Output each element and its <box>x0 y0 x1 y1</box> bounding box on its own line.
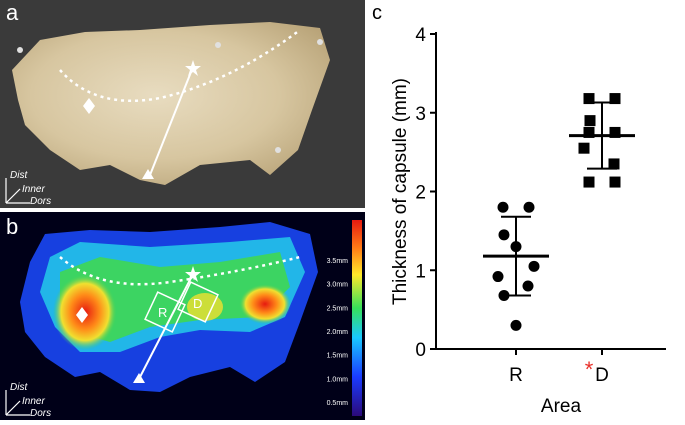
triangle-marker <box>142 169 154 179</box>
y-tick-label: 3 <box>415 104 426 125</box>
compass-inner-label: Inner <box>22 184 45 195</box>
compass-dist-label: Dist <box>10 170 28 181</box>
heatmap-panel: R D Dist Inner Dors 3.5mm 3.0mm 2.5mm 2.0mm… <box>0 212 365 420</box>
x-tick-label: D <box>595 365 609 386</box>
compass-inner-label: Inner <box>22 396 45 407</box>
colorbar-tick-labels: 3.5mm 3.0mm 2.5mm 2.0mm 1.5mm 1.0mm 0.5mm <box>327 258 349 407</box>
y-tick-label: 1 <box>415 261 426 282</box>
panel-letter-a: a <box>6 0 19 25</box>
dotted-boundary <box>59 28 301 102</box>
diamond-marker <box>83 98 95 114</box>
tissue-photo: Dist Inner Dors <box>5 22 330 207</box>
data-point-circle <box>510 241 522 253</box>
data-point-square <box>609 176 621 188</box>
data-point-square <box>583 176 595 188</box>
compass-dist-label: Dist <box>10 382 28 393</box>
data-point-circle <box>498 289 510 301</box>
data-point-circle <box>497 201 509 213</box>
data-point-square <box>578 142 590 154</box>
data-point-square <box>583 126 595 138</box>
data-point-square <box>608 158 620 170</box>
data-point-circle <box>492 271 504 283</box>
significance-marker: * <box>585 357 594 382</box>
data-point-square <box>609 126 621 138</box>
colorbar <box>352 220 362 416</box>
data-point-circle <box>498 229 510 241</box>
colorbar-tick-label: 0.5mm <box>327 400 349 407</box>
data-point-square <box>584 115 596 127</box>
data-point-circle <box>528 260 540 272</box>
colorbar-tick-label: 2.5mm <box>327 305 349 312</box>
colorbar-tick-label: 2.0mm <box>327 329 349 336</box>
compass-dors-label: Dors <box>30 196 51 207</box>
data-point-circle <box>522 280 534 292</box>
thickness-scatter-chart: 0 1 2 3 4 R D*Area Thickness of capsule (mm) <box>390 25 666 417</box>
y-tick-label: 0 <box>415 340 426 361</box>
star-marker <box>185 266 201 282</box>
diamond-marker <box>76 307 88 323</box>
region-d-label: D <box>193 296 202 311</box>
thickness-heatmap: R D Dist Inner Dors 3.5mm 3.0mm 2.5mm 2.0mm… <box>5 220 362 419</box>
panel-letter-b: b <box>6 214 19 239</box>
x-tick-label: R <box>509 365 523 386</box>
chart-panel: c 0 1 2 3 4 R D * Area Thickness of capsule (mm) <box>366 0 685 420</box>
colorbar-tick-label: 3.5mm <box>327 258 349 265</box>
data-point-square <box>609 93 621 105</box>
panel-letter-c: c <box>372 2 382 24</box>
compass: Dist Inner Dors <box>5 382 51 419</box>
colorbar-tick-label: 1.5mm <box>327 353 349 360</box>
region-d-box <box>177 281 219 323</box>
star-marker <box>185 60 201 76</box>
y-tick-label: 4 <box>415 25 426 46</box>
dotted-boundary <box>59 255 301 286</box>
region-r-label: R <box>158 305 167 320</box>
y-axis-label: Thickness of capsule (mm) <box>390 78 411 305</box>
x-axis-label: Area <box>541 396 582 417</box>
compass: Dist Inner Dors <box>5 170 51 207</box>
data-point-circle <box>523 201 535 213</box>
y-tick-label: 2 <box>415 183 426 204</box>
colorbar-tick-label: 3.0mm <box>327 282 349 289</box>
region-r-box <box>144 291 186 333</box>
data-point-circle <box>510 319 522 331</box>
data-point-square <box>583 93 595 105</box>
colorbar-tick-label: 1.0mm <box>327 376 349 383</box>
compass-dors-label: Dors <box>30 408 51 419</box>
triangle-marker <box>133 373 145 383</box>
photo-panel: Dist Inner Dors a <box>0 0 365 208</box>
